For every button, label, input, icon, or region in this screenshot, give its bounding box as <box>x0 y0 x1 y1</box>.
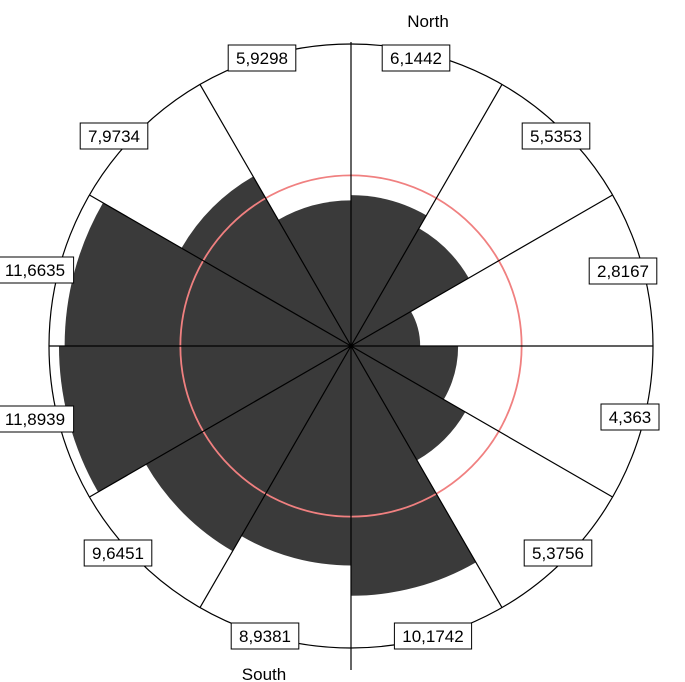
sector-value-label: 2,8167 <box>588 257 658 285</box>
sector-value-label: 11,6635 <box>0 256 75 284</box>
sector-bar <box>64 202 352 346</box>
sector-bar <box>278 200 351 346</box>
sector-bar <box>351 228 469 346</box>
sector-value-label: 6,1442 <box>381 44 451 72</box>
svg-text:9,6451: 9,6451 <box>92 544 144 563</box>
svg-text:5,5353: 5,5353 <box>530 127 582 146</box>
svg-text:11,8939: 11,8939 <box>5 410 65 429</box>
svg-text:2,8167: 2,8167 <box>597 262 649 281</box>
sector-value-label: 5,9298 <box>227 44 297 72</box>
spoke-line <box>350 194 613 347</box>
sector-bar <box>351 346 466 461</box>
svg-text:4,363: 4,363 <box>609 408 652 427</box>
sector-value-label: 8,9381 <box>230 622 300 650</box>
svg-text:5,9298: 5,9298 <box>236 49 288 68</box>
sector-bar <box>58 346 351 493</box>
labels-group: 6,1442 5,5353 2,8167 4,363 5,3756 10,1742 8,93… <box>0 44 660 650</box>
svg-text:8,9381: 8,9381 <box>239 627 291 646</box>
sector-bar <box>351 311 421 346</box>
svg-text:7,9734: 7,9734 <box>88 127 140 146</box>
spoke-line <box>89 194 352 347</box>
sector-value-label: 5,5353 <box>521 122 591 150</box>
sector-value-label: 9,6451 <box>83 539 153 567</box>
svg-text:6,1442: 6,1442 <box>390 49 442 68</box>
spoke-line <box>89 345 352 498</box>
sector-value-label: 5,3756 <box>523 539 593 567</box>
svg-text:5,3756: 5,3756 <box>532 544 584 563</box>
bars-group <box>58 176 476 596</box>
sector-bar <box>145 346 351 552</box>
sector-bar <box>241 346 351 566</box>
spokes-group <box>49 42 653 670</box>
sector-value-label: 4,363 <box>600 403 660 431</box>
sector-value-label: 10,1742 <box>393 622 473 650</box>
sector-bar <box>351 346 476 596</box>
spoke-line <box>350 84 503 347</box>
sector-value-label: 7,9734 <box>79 122 149 150</box>
sector-value-label: 11,8939 <box>0 405 75 433</box>
north-label: North <box>407 12 449 31</box>
sector-bar <box>351 195 427 346</box>
sector-bar <box>181 176 351 346</box>
spoke-line <box>199 345 352 608</box>
sector-bar <box>351 346 459 400</box>
svg-text:10,1742: 10,1742 <box>402 627 463 646</box>
south-label: South <box>242 665 286 682</box>
spoke-line <box>199 84 352 347</box>
spoke-line <box>350 345 503 608</box>
spoke-line <box>350 345 613 498</box>
svg-text:11,6635: 11,6635 <box>5 261 65 280</box>
